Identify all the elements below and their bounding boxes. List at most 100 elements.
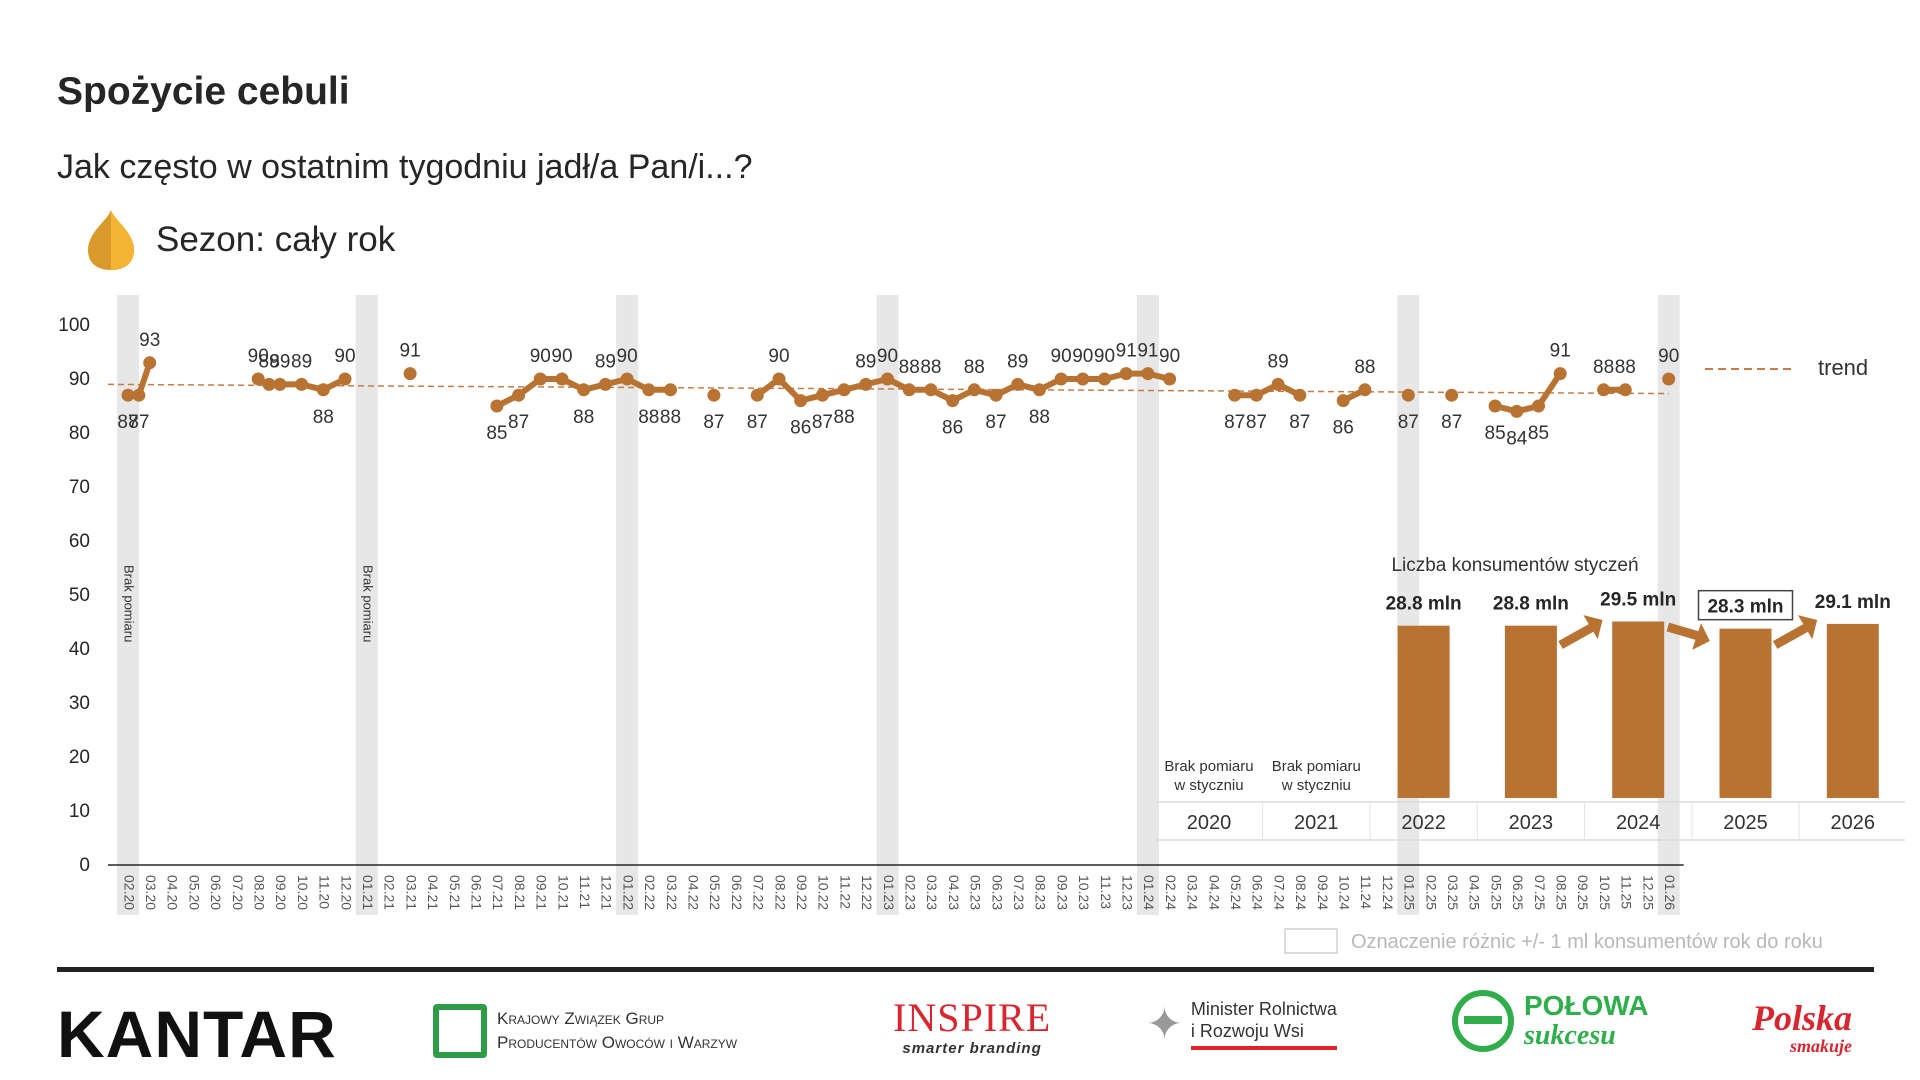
x-tick-label: 03.23 [924,875,940,910]
x-tick-label: 08.24 [1293,875,1309,910]
eagle-icon: ✦ [1146,999,1183,1049]
data-point [121,388,135,402]
polska-smakuje-logo: Polska smakuje [1752,1000,1852,1057]
y-tick-label: 20 [69,747,90,768]
data-point [946,394,960,408]
arrow-head [1692,623,1710,650]
data-label: 89 [595,351,616,372]
polowa-logo: POŁOWA sukcesu [1452,990,1648,1052]
no-measure-label: w styczniu [1281,777,1351,794]
data-point [143,356,157,370]
x-tick-label: 09.20 [273,875,289,910]
data-label: 87 [812,412,833,433]
kzg-mark-icon [433,1004,487,1058]
x-tick-label: 10.25 [1597,875,1613,910]
data-point [295,377,309,391]
data-point [620,372,634,386]
bar-category-label: 2026 [1831,812,1876,834]
x-tick-label: 11.23 [1098,875,1114,909]
x-tick-label: 02.20 [121,875,137,910]
footer-divider [57,967,1874,972]
data-point [859,377,873,391]
kantar-logo: KANTAR [57,997,337,1071]
polska-line-1: Polska [1752,998,1853,1038]
x-tick-label: 01.21 [360,875,376,910]
data-label: 91 [1550,341,1571,362]
data-label: 87 [1441,412,1462,433]
data-label: 87 [1246,412,1267,433]
x-tick-label: 10.21 [555,875,571,910]
bar-value-label: 28.8 mln [1386,594,1462,615]
x-tick-label: 11.25 [1619,875,1635,909]
data-point [1597,383,1611,397]
data-point [902,383,916,397]
no-measure-note: Brak pomiaru [122,565,137,642]
no-measure-label: Brak pomiaru [1164,758,1253,775]
data-label: 90 [617,346,638,367]
bar-chart-title: Liczba konsumentów styczeń [1391,555,1638,576]
data-label: 88 [1593,357,1614,378]
data-point [1271,377,1285,391]
data-point [577,383,591,397]
x-tick-label: 10.20 [295,875,311,910]
x-tick-label: 12.25 [1640,875,1656,910]
inspire-main: INSPIRE [893,995,1052,1040]
data-point [924,383,938,397]
data-label: 88 [1029,407,1050,428]
y-tick-label: 60 [69,531,90,552]
x-tick-label: 07.20 [230,875,246,910]
data-label: 89 [1268,351,1289,372]
minister-line-1: Minister Rolnictwa [1190,999,1337,1019]
data-label: 90 [551,346,572,367]
bar-category-label: 2024 [1616,812,1661,834]
y-tick-label: 80 [69,423,90,444]
arrow-up-icon [1558,622,1597,649]
x-tick-label: 09.25 [1575,875,1591,910]
data-label: 85 [486,423,507,444]
data-point [132,388,146,402]
x-tick-label: 04.21 [425,875,441,910]
x-tick-label: 04.25 [1467,875,1483,910]
x-tick-label: 01.22 [620,875,636,910]
month-band [117,295,139,915]
bar-value-label: 29.1 mln [1815,592,1891,613]
bar [1719,628,1772,798]
trend-legend-label: trend [1818,355,1868,380]
data-point [1445,388,1459,402]
data-label: 87 [508,412,529,433]
data-point [750,388,764,402]
data-label: 89 [291,351,312,372]
data-point [815,388,829,402]
x-tick-label: 04.20 [165,875,181,910]
data-label: 90 [877,346,898,367]
kzg-line-1: Krajowy Związek Grup [497,1009,665,1028]
y-tick-label: 100 [58,315,90,336]
data-label: 88 [834,407,855,428]
data-point [642,383,656,397]
x-tick-label: 03.21 [403,875,419,910]
data-point [1532,399,1545,413]
arrow-head [1583,615,1603,640]
data-point [262,377,276,391]
data-label: 87 [1224,412,1245,433]
x-tick-label: 02.21 [382,875,398,910]
data-point [881,372,894,386]
data-label: 90 [334,346,355,367]
data-label: 90 [1051,346,1072,367]
data-point [555,372,569,386]
data-point [1358,383,1372,397]
x-tick-label: 02.25 [1423,875,1439,910]
x-tick-label: 07.25 [1532,875,1548,910]
data-label: 84 [1506,428,1528,449]
data-label: 89 [269,351,290,372]
data-label: 87 [1398,412,1419,433]
note-text: Oznaczenie różnic +/- 1 ml konsumentów r… [1351,931,1823,953]
x-tick-label: 02.23 [902,875,918,910]
bar-category-label: 2020 [1187,812,1232,834]
season-row: Sezon: cały rok [84,208,395,272]
data-point [1553,367,1567,381]
x-tick-label: 04.24 [1206,875,1222,910]
data-label: 90 [1159,346,1180,367]
arrow-down-icon [1666,622,1704,642]
data-point [707,388,721,402]
